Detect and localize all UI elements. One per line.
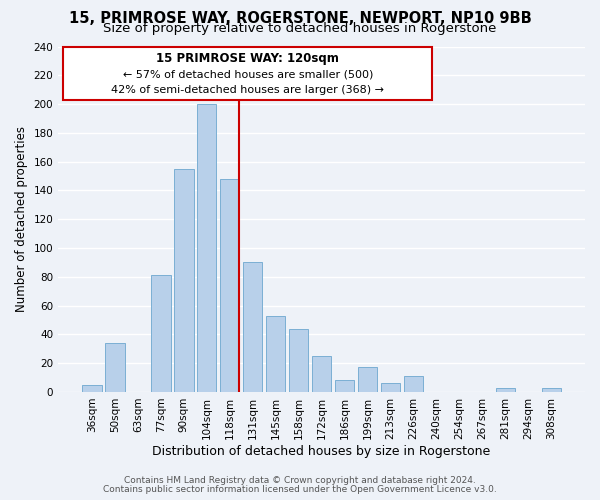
Bar (496, 388, 515, 392)
Bar (197, 104, 217, 392)
Bar (381, 384, 400, 392)
Bar (358, 368, 377, 392)
Bar (335, 380, 355, 392)
Y-axis label: Number of detached properties: Number of detached properties (15, 126, 28, 312)
Bar (151, 276, 170, 392)
Bar (289, 328, 308, 392)
Bar (243, 262, 262, 392)
Text: Contains public sector information licensed under the Open Government Licence v3: Contains public sector information licen… (103, 485, 497, 494)
Bar (174, 169, 194, 392)
Bar (220, 179, 239, 392)
Bar (312, 356, 331, 392)
Text: Contains HM Land Registry data © Crown copyright and database right 2024.: Contains HM Land Registry data © Crown c… (124, 476, 476, 485)
Bar (105, 343, 125, 392)
Text: ← 57% of detached houses are smaller (500): ← 57% of detached houses are smaller (50… (122, 70, 373, 80)
Text: 15, PRIMROSE WAY, ROGERSTONE, NEWPORT, NP10 9BB: 15, PRIMROSE WAY, ROGERSTONE, NEWPORT, N… (68, 11, 532, 26)
Text: Size of property relative to detached houses in Rogerstone: Size of property relative to detached ho… (103, 22, 497, 35)
Bar (404, 376, 423, 392)
Text: 42% of semi-detached houses are larger (368) →: 42% of semi-detached houses are larger (… (112, 86, 385, 96)
Bar (266, 316, 286, 392)
X-axis label: Distribution of detached houses by size in Rogerstone: Distribution of detached houses by size … (152, 444, 491, 458)
Text: 15 PRIMROSE WAY: 120sqm: 15 PRIMROSE WAY: 120sqm (157, 52, 339, 65)
Bar (542, 388, 561, 392)
Bar (82, 385, 101, 392)
FancyBboxPatch shape (64, 46, 432, 100)
